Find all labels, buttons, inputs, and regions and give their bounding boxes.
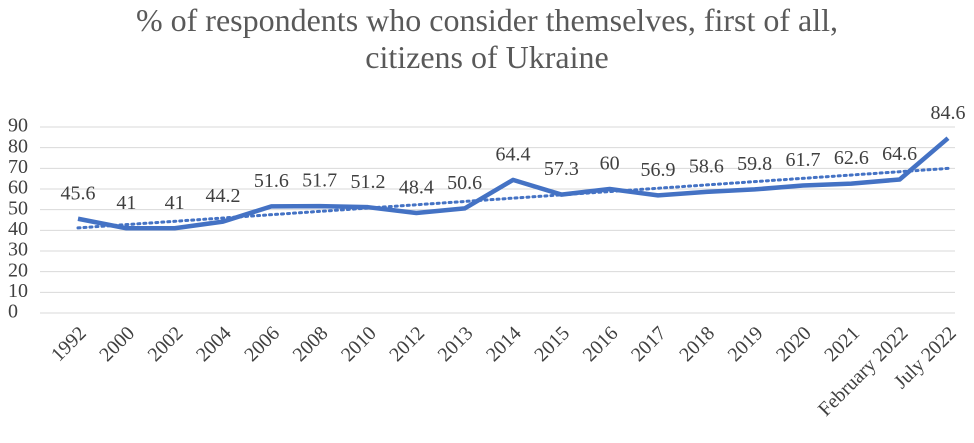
data-label: 48.4	[399, 177, 434, 199]
x-tick-label: 2018	[675, 322, 719, 366]
y-tick-label: 70	[8, 156, 28, 178]
x-tick-label: 2013	[434, 322, 478, 366]
y-tick-label: 40	[8, 218, 28, 240]
x-tick-label: 1992	[47, 322, 91, 366]
data-label: 60	[600, 153, 620, 175]
y-tick-label: 0	[8, 301, 18, 323]
data-label: 51.7	[302, 170, 337, 192]
data-label: 61.7	[786, 149, 821, 171]
trendline	[76, 166, 950, 230]
x-tick-label: 2006	[240, 322, 284, 366]
y-tick-label: 80	[8, 135, 28, 157]
data-label: 41	[116, 192, 136, 214]
chart-title: % of respondents who consider themselves…	[135, 2, 839, 75]
data-label: 64.4	[496, 144, 531, 166]
data-label: 50.6	[447, 172, 482, 194]
x-tick-label: 2021	[820, 322, 864, 366]
data-label: 84.6	[931, 102, 966, 124]
data-label: 57.3	[544, 158, 579, 180]
x-tick-label: 2004	[192, 322, 236, 366]
x-tick-label: 2008	[289, 322, 333, 366]
x-tick-label: 2017	[627, 322, 671, 366]
line-series	[77, 136, 950, 231]
x-tick-label: 2010	[337, 322, 381, 366]
y-tick-label: 10	[8, 280, 28, 302]
data-label: 44.2	[206, 185, 241, 207]
data-label: 58.6	[689, 155, 724, 177]
x-tick-label: 2000	[95, 322, 139, 366]
x-tick-label: 2014	[482, 322, 526, 366]
data-label: 41	[165, 192, 185, 214]
data-label: 51.6	[254, 170, 289, 192]
x-tick-label: 2002	[144, 322, 188, 366]
y-tick-label: 90	[8, 115, 28, 137]
data-label: 51.2	[351, 171, 386, 193]
y-tick-label: 50	[8, 197, 28, 219]
x-tick-label: 2019	[724, 322, 768, 366]
y-tick-label: 30	[8, 239, 28, 261]
data-label: 59.8	[737, 153, 772, 175]
data-label: 64.6	[882, 143, 917, 165]
data-label: 45.6	[61, 182, 96, 204]
data-label: 62.6	[834, 147, 869, 169]
x-tick-label: 2012	[385, 322, 429, 366]
y-tick-label: 20	[8, 259, 28, 281]
data-label: 56.9	[641, 159, 676, 181]
y-tick-label: 60	[8, 177, 28, 199]
x-tick-label: 2020	[772, 322, 816, 366]
x-tick-label: 2015	[530, 322, 574, 366]
x-tick-label: 2016	[579, 322, 623, 366]
